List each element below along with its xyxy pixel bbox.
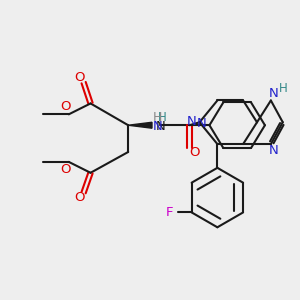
Text: O: O bbox=[61, 163, 71, 176]
Text: H: H bbox=[153, 111, 163, 124]
Text: N: N bbox=[153, 120, 163, 133]
Text: O: O bbox=[189, 146, 200, 160]
Text: H: H bbox=[158, 111, 166, 124]
Text: N: N bbox=[269, 87, 279, 100]
Text: N: N bbox=[187, 115, 196, 128]
Text: H: H bbox=[278, 82, 287, 95]
Text: F: F bbox=[166, 206, 174, 219]
Text: O: O bbox=[74, 71, 85, 84]
Polygon shape bbox=[128, 122, 152, 128]
Text: O: O bbox=[74, 191, 85, 204]
Text: N: N bbox=[196, 117, 206, 130]
Text: N: N bbox=[156, 120, 166, 133]
Text: O: O bbox=[61, 100, 71, 113]
Text: N: N bbox=[269, 145, 279, 158]
